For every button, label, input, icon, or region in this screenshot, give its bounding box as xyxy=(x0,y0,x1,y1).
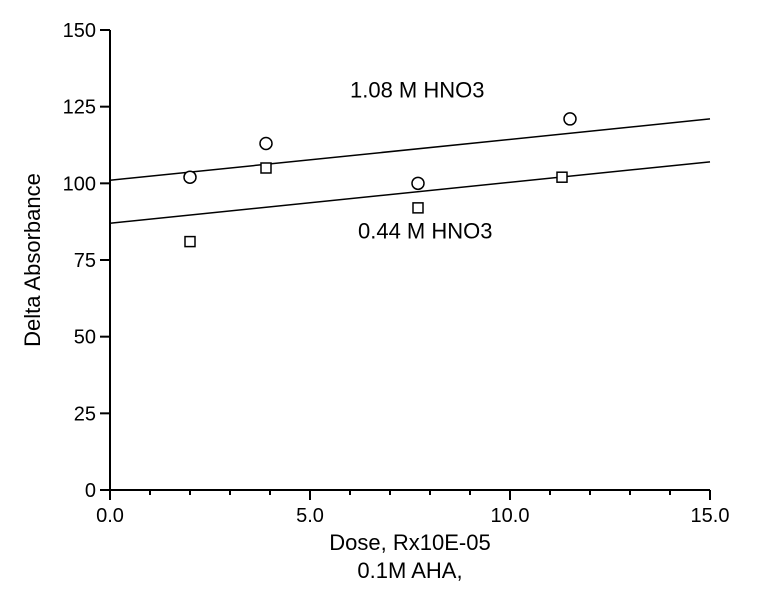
point-hno3-044 xyxy=(261,163,271,173)
point-hno3-044 xyxy=(557,172,567,182)
y-tick-label: 150 xyxy=(63,20,96,42)
x-tick-label: 0.0 xyxy=(96,505,124,527)
chart-subtitle: 0.1M AHA, xyxy=(357,558,462,583)
series-label-hno3-044: 0.44 M HNO3 xyxy=(358,219,493,244)
point-hno3-108 xyxy=(412,177,424,189)
y-axis-title: Delta Absorbance xyxy=(20,173,45,347)
y-tick-label: 100 xyxy=(63,173,96,195)
y-tick-label: 125 xyxy=(63,97,96,119)
chart-container: 0.0 5.0 10.0 15.0 0 25 50 75 100 125 150 Dose, Rx10… xyxy=(0,0,771,607)
y-tick-label: 50 xyxy=(74,327,96,349)
y-tick-label: 0 xyxy=(85,480,96,502)
scatter-chart: 0.0 5.0 10.0 15.0 0 25 50 75 100 125 150 Dose, Rx10… xyxy=(0,0,771,607)
y-tick-label: 75 xyxy=(74,250,96,272)
point-hno3-108 xyxy=(184,171,196,183)
x-tick-label: 5.0 xyxy=(296,505,324,527)
point-hno3-044 xyxy=(413,203,423,213)
point-hno3-044 xyxy=(185,237,195,247)
x-axis-title: Dose, Rx10E-05 xyxy=(329,530,490,555)
point-hno3-108 xyxy=(564,113,576,125)
x-tick-label: 10.0 xyxy=(491,505,530,527)
series-label-hno3-108: 1.08 M HNO3 xyxy=(350,77,485,102)
point-hno3-108 xyxy=(260,137,272,149)
y-tick-label: 25 xyxy=(74,403,96,425)
x-tick-label: 15.0 xyxy=(691,505,730,527)
